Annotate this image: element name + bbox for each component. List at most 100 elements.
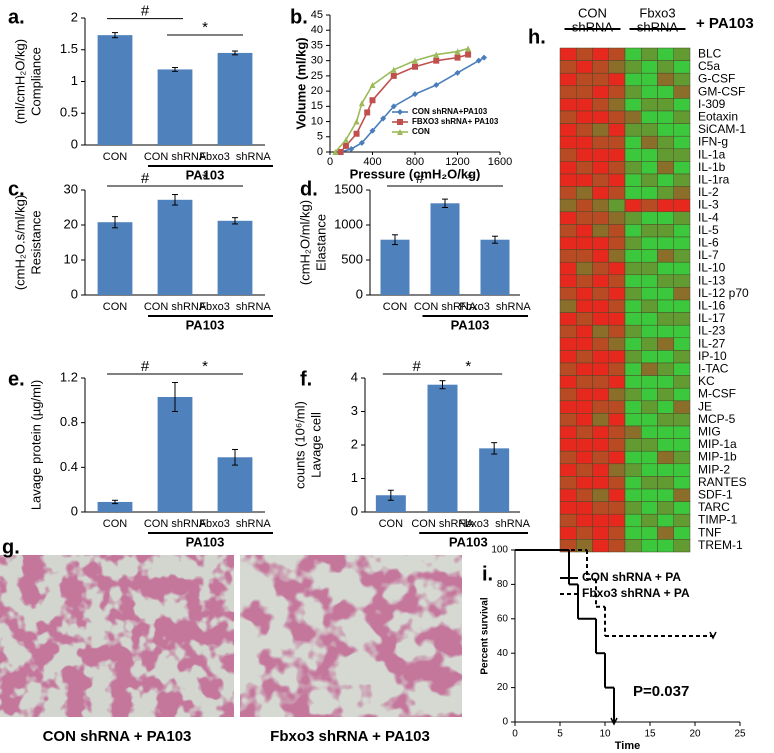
heatmap-cell [624,513,642,528]
panel-letter: c. [8,178,25,200]
y-axis-label: Lavage cell [308,412,323,478]
heatmap-cell [559,337,577,351]
y-tick-label: 15 [311,100,323,112]
y-axis-label: Percent survival [480,597,491,674]
heatmap-cell [559,425,577,439]
heatmap-cell [673,350,691,364]
heatmap-cell [608,488,626,502]
heatmap-cell [657,501,674,515]
heatmap-cell [624,324,642,339]
heatmap-cell [559,211,577,225]
heatmap-cell [641,173,658,187]
heatmap-cell [657,438,674,452]
heatmap-cell [576,501,593,515]
heatmap-cell [576,413,593,427]
heatmap-cell [673,450,691,465]
row-label: I-TAC [698,361,729,375]
heatmap-cell [673,224,691,238]
heatmap-cell [592,47,609,61]
data-point [454,69,461,76]
heatmap-cell [608,350,626,364]
heatmap-cell [592,324,609,339]
y-axis-label: (cmH₂O.s/ml/kg) [12,195,27,290]
data-point [337,149,344,155]
heatmap-cell [624,476,642,490]
y-tick-label: 1.5 [60,41,78,56]
heatmap-cell [592,362,609,376]
heatmap-cell [559,60,577,74]
heatmap-cell [624,161,642,175]
heatmap-cell [641,337,658,351]
heatmap-cell [641,350,658,364]
data-point [390,72,397,79]
heatmap-cell [641,375,658,389]
heatmap-cell [608,501,626,515]
heatmap-cell [608,450,626,465]
y-tick-label: 4 [351,369,358,384]
heatmap-cell [641,501,658,515]
heatmap-cell [657,148,674,162]
row-label: SiCAM-1 [698,122,746,136]
heatmap-cell [657,173,674,187]
group-label: Fbxo3 [639,5,675,20]
heatmap-cell [673,98,691,112]
heatmap-cell [559,274,577,288]
y-tick-label: 40 [311,24,323,36]
heatmap-cell [608,274,626,288]
y-tick-label: 3 [351,403,358,418]
heatmap-cell [657,224,674,238]
heatmap-cell [657,450,674,465]
heatmap-cell [559,135,577,150]
heatmap-cell [576,47,593,61]
x-tick-label: 15 [644,729,656,740]
heatmap-cell [559,123,577,137]
heatmap-cell [624,400,642,414]
heatmap-cell [608,539,626,553]
significance-label: # [141,3,150,20]
heatmap-cell [559,513,577,528]
data-point [465,51,472,58]
data-line [334,47,469,153]
panel-letter: i. [482,563,493,585]
heatmap-cell [608,173,626,187]
heatmap-cell [641,387,658,402]
heatmap-cell [559,110,577,124]
row-label: I-309 [698,97,726,111]
heatmap-cell [559,186,577,200]
data-point [353,118,360,125]
heatmap-cell [641,450,658,465]
row-label: GM-CSF [698,84,745,98]
significance-label: # [141,358,150,375]
heatmap-cell [608,299,626,313]
y-tick-label: 2 [351,436,358,451]
heatmap-cell [673,375,691,389]
heatmap-cell [641,211,658,225]
heatmap-cell [673,249,691,263]
data-point [332,149,339,155]
data-point [348,145,355,152]
data-point [433,82,440,89]
x-tick-label: Fbxo3 shRNA [199,151,271,163]
group-label: PA103 [186,317,225,332]
heatmap-cell [576,211,593,225]
heatmap-cell [673,173,691,187]
y-tick-label: 1000 [334,216,363,231]
heatmap-cell [673,148,691,162]
image-label: CON shRNA + PA103 [43,728,192,745]
x-tick-label: 1200 [445,156,469,168]
y-tick-label: 0 [351,503,358,518]
bar [427,384,458,512]
heatmap-cell [641,438,658,452]
x-tick-label: CON [103,301,128,313]
y-axis-label: Elastance [313,214,328,271]
heatmap-cell [576,526,593,540]
data-point [454,54,461,61]
heatmap-cell [673,198,691,213]
heatmap-cell [673,337,691,351]
row-label: MIG [698,424,721,438]
x-tick-label: Fbxo3 shRNA [199,518,271,530]
heatmap-cell [576,312,593,326]
y-tick-label: 10 [311,115,323,127]
row-label: KC [698,374,715,388]
